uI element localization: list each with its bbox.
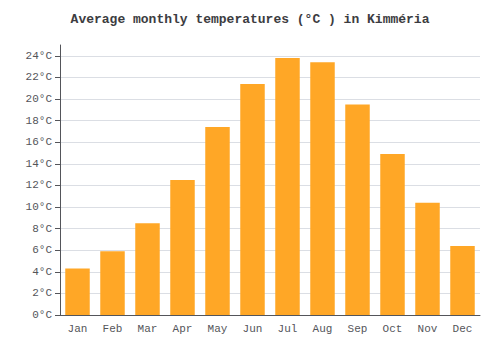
svg-text:18°C: 18°C xyxy=(26,115,53,127)
svg-text:0°C: 0°C xyxy=(32,309,52,321)
svg-text:16°C: 16°C xyxy=(26,136,53,148)
svg-text:4°C: 4°C xyxy=(32,266,52,278)
svg-text:10°C: 10°C xyxy=(26,201,53,213)
svg-text:Jan: Jan xyxy=(68,323,88,335)
svg-text:12°C: 12°C xyxy=(26,179,53,191)
svg-text:8°C: 8°C xyxy=(32,223,52,235)
svg-text:Average monthly temperatures (: Average monthly temperatures (°C ) in Ki… xyxy=(71,12,430,27)
svg-text:Jul: Jul xyxy=(278,323,298,335)
svg-text:Aug: Aug xyxy=(313,323,333,335)
svg-text:Nov: Nov xyxy=(418,323,438,335)
svg-text:Oct: Oct xyxy=(383,323,403,335)
svg-text:Mar: Mar xyxy=(138,323,158,335)
svg-text:24°C: 24°C xyxy=(26,50,53,62)
svg-text:20°C: 20°C xyxy=(26,93,53,105)
svg-text:Apr: Apr xyxy=(173,323,193,335)
svg-text:2°C: 2°C xyxy=(32,287,52,299)
svg-text:22°C: 22°C xyxy=(26,71,53,83)
svg-text:Jun: Jun xyxy=(243,323,263,335)
svg-text:May: May xyxy=(208,323,228,335)
svg-text:6°C: 6°C xyxy=(32,244,52,256)
svg-text:Sep: Sep xyxy=(348,323,368,335)
svg-text:14°C: 14°C xyxy=(26,158,53,170)
svg-text:Feb: Feb xyxy=(103,323,123,335)
svg-text:Dec: Dec xyxy=(453,323,473,335)
